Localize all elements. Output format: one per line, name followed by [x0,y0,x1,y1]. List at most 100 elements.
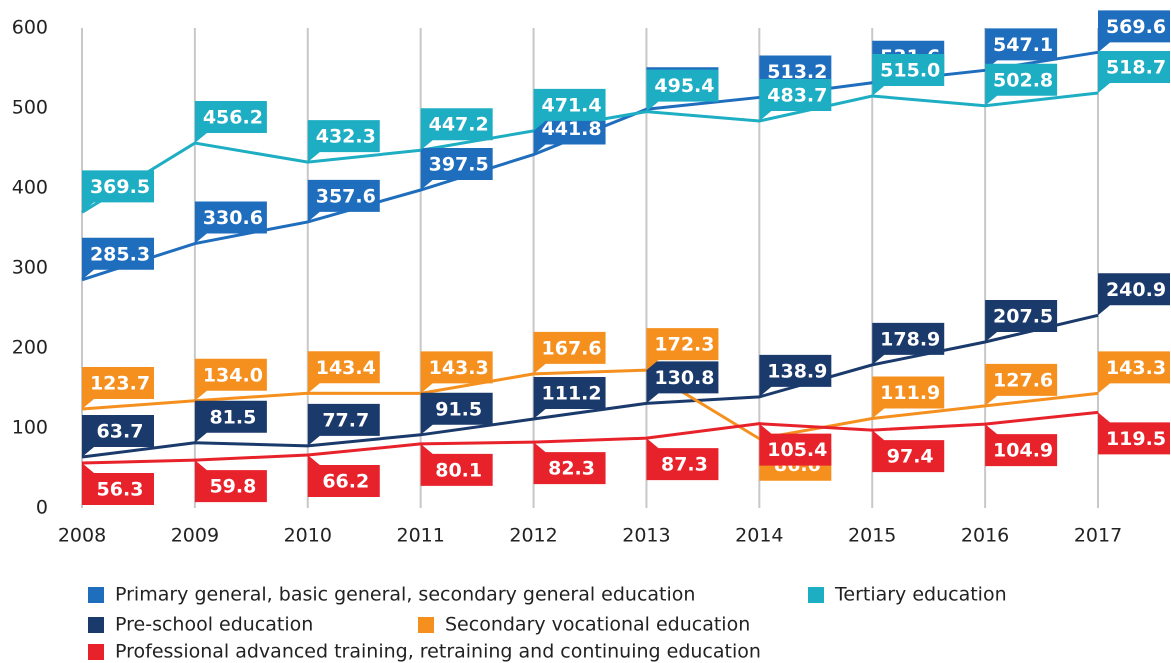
data-label: 207.5 [985,300,1058,342]
label-box [759,354,832,397]
label-text: 119.5 [1106,428,1166,450]
data-label: 547.1 [985,28,1058,71]
data-label: 515.0 [872,54,945,96]
label-box [420,443,493,486]
legend-label: Tertiary education [834,584,1007,606]
label-text: 63.7 [97,421,144,443]
x-tick-label: 2010 [284,525,332,547]
data-label: 143.3 [1098,351,1170,394]
data-label: 447.2 [420,108,493,151]
data-label: 143.4 [307,351,380,394]
label-box [307,120,380,163]
label-text: 172.3 [654,334,714,356]
data-label: 569.6 [1098,10,1170,53]
label-box [82,237,154,280]
data-label: 97.4 [872,430,945,473]
label-text: 123.7 [90,373,150,395]
label-text: 357.6 [316,185,376,207]
label-text: 134.0 [203,364,263,386]
data-label: 432.3 [307,120,380,163]
data-label: 369.5 [82,170,154,213]
legend-swatch [88,617,104,633]
data-label: 111.2 [533,377,606,420]
series-line [81,368,1099,441]
x-tick-label: 2016 [961,525,1009,547]
data-label: 285.3 [82,237,154,280]
label-box [759,79,832,122]
data-label: 397.5 [420,148,493,190]
label-box [533,88,606,131]
label-text: 502.8 [993,69,1053,91]
label-box [194,460,267,503]
label-box [420,148,493,190]
legend-label: Primary general, basic general, secondar… [115,584,695,606]
label-text: 77.7 [322,409,369,431]
label-text: 81.5 [209,406,256,428]
label-box [82,415,154,458]
label-text: 471.4 [542,94,602,116]
legend-label: Pre-school education [115,614,313,636]
x-tick-label: 2011 [396,525,444,547]
label-box [872,376,945,419]
label-text: 515.0 [880,60,940,82]
label-box [533,377,606,420]
data-label: 59.8 [194,460,267,503]
legend-swatch [88,644,104,660]
label-box [1098,10,1170,53]
label-box [646,69,719,112]
label-text: 369.5 [90,176,150,198]
label-box [985,424,1058,467]
label-text: 397.5 [429,154,489,176]
label-box [872,322,945,365]
label-box [1098,351,1170,394]
label-text: 82.3 [548,458,595,480]
label-text: 138.9 [767,360,827,382]
series-line [81,410,1099,465]
x-tick-label: 2015 [848,525,896,547]
data-label: 87.3 [646,438,719,481]
label-text: 513.2 [767,61,827,83]
label-box [985,28,1058,71]
label-box [985,300,1058,342]
x-tick-label: 2014 [735,525,783,547]
label-box [420,351,493,394]
data-label: 123.7 [82,367,154,410]
data-label: 105.4 [759,423,832,466]
label-box [307,351,380,394]
data-label: 80.1 [420,443,493,486]
label-box [533,442,606,485]
label-box [872,430,945,473]
label-box [646,438,719,481]
data-label: 134.0 [194,358,267,401]
data-label: 330.6 [194,201,267,244]
label-box [307,179,380,222]
y-tick-label: 400 [12,177,48,199]
x-tick-label: 2008 [58,525,106,547]
label-text: 59.8 [209,476,256,498]
label-box [1098,51,1170,94]
label-text: 495.4 [654,75,714,97]
label-text: 456.2 [203,107,263,129]
label-text: 143.4 [316,357,376,379]
data-label: 81.5 [194,400,267,443]
data-label: 172.3 [646,328,719,371]
label-box [646,328,719,371]
data-label: 167.6 [533,331,606,374]
label-box [533,112,606,155]
y-tick-label: 0 [36,497,48,519]
label-text: 104.9 [993,440,1053,462]
legend-swatch [418,617,434,633]
label-text: 441.8 [542,118,602,140]
label-text: 111.2 [542,383,602,405]
label-text: 547.1 [993,34,1053,56]
y-tick-label: 500 [12,97,48,119]
label-text: 56.3 [97,478,144,500]
data-label: 130.8 [646,361,719,404]
data-label: 77.7 [307,403,380,446]
x-tick-label: 2009 [171,525,219,547]
label-box [646,361,719,404]
legend-label: Secondary vocational education [445,614,750,636]
legend-swatch [808,587,824,603]
label-box [420,392,493,435]
